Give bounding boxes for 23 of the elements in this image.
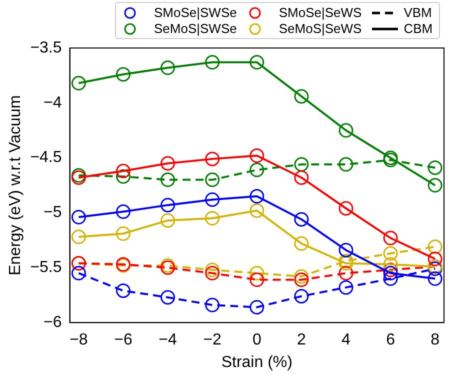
y-tick-label: −4.5 xyxy=(30,149,62,166)
x-tick-label: 6 xyxy=(386,332,396,349)
x-tick-label: 0 xyxy=(252,332,262,349)
x-tick-label: −4 xyxy=(158,332,178,349)
y-tick-label: −5 xyxy=(44,204,62,222)
legend-label: SMoSe|SeWS xyxy=(278,5,362,20)
y-tick-label: −5.5 xyxy=(30,259,62,276)
legend-label: CBM xyxy=(404,21,433,36)
x-tick-label: −8 xyxy=(70,332,88,349)
x-tick-label: −2 xyxy=(203,332,222,349)
legend-label: SeMoS|SWSe xyxy=(154,21,237,36)
y-axis-title: Energy (eV) w.r.t Vacuum xyxy=(7,95,24,276)
legend-label: VBM xyxy=(404,5,432,20)
x-tick-label: 8 xyxy=(430,332,440,349)
x-tick-label: 2 xyxy=(296,332,306,349)
y-tick-label: −3.5 xyxy=(30,39,62,56)
legend-label: SeMoS|SeWS xyxy=(278,21,362,36)
x-tick-label: −6 xyxy=(114,332,132,349)
y-tick-label: −6 xyxy=(44,314,62,332)
legend-label: SMoSe|SWSe xyxy=(154,5,237,20)
y-tick-label: −4 xyxy=(44,94,62,112)
x-tick-label: 4 xyxy=(342,332,351,349)
x-axis-title: Strain (%) xyxy=(221,354,292,371)
